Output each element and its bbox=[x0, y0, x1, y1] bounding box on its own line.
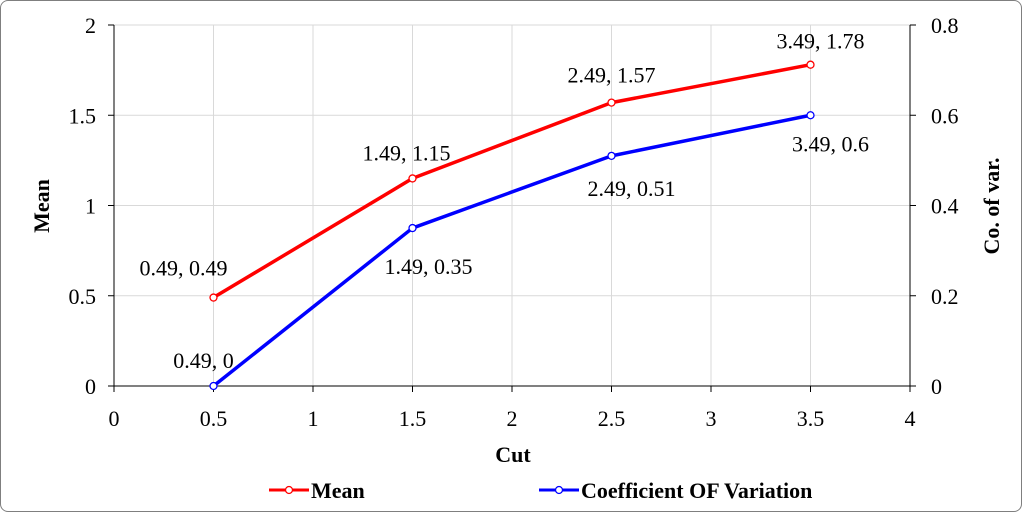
axes bbox=[108, 24, 916, 392]
series-line-mean bbox=[212, 62, 811, 300]
x-axis-title: Cut bbox=[495, 442, 531, 467]
x-tick-label-1: 0.5 bbox=[200, 406, 228, 431]
legend-item-mean: Mean bbox=[269, 478, 365, 503]
x-tick-label-2: 1 bbox=[308, 406, 319, 431]
point-cov-1 bbox=[408, 223, 417, 233]
point-cov-0 bbox=[209, 381, 218, 391]
y-axis-title: Mean bbox=[29, 179, 54, 233]
data-label-cov-2: 2.49, 0.51 bbox=[588, 176, 676, 201]
series-layer bbox=[209, 60, 815, 391]
y2-tick-label-3: 0.6 bbox=[931, 103, 959, 128]
y2-tick-label-0: 0 bbox=[931, 374, 942, 399]
data-label-cov-3: 3.49, 0.6 bbox=[792, 131, 869, 156]
point-mean-3 bbox=[806, 60, 815, 69]
legend-label-cov: Coefficient OF Variation bbox=[581, 478, 812, 503]
y-tick-label-3: 1.5 bbox=[69, 103, 97, 128]
data-labels: 0.49, 0.49 1.49, 1.15 2.49, 1.57 3.49, 1.78… bbox=[140, 29, 870, 373]
data-label-cov-0: 0.49, 0 bbox=[173, 348, 234, 373]
data-label-cov-1: 1.49, 0.35 bbox=[385, 254, 473, 279]
point-mean-0 bbox=[209, 293, 218, 302]
legend: Mean Coefficient OF Variation bbox=[269, 478, 812, 503]
x-tick-label-7: 3.5 bbox=[797, 406, 825, 431]
point-cov-2 bbox=[607, 151, 616, 161]
y2-tick-label-2: 0.4 bbox=[931, 194, 959, 219]
y-tick-label-2: 1 bbox=[85, 194, 96, 219]
point-mean-1 bbox=[408, 174, 417, 183]
x-tick-label-5: 2.5 bbox=[598, 406, 626, 431]
x-tick-label-6: 3 bbox=[706, 406, 717, 431]
data-label-mean-2: 2.49, 1.57 bbox=[568, 63, 656, 88]
x-tick-label-0: 0 bbox=[109, 406, 120, 431]
y2-tick-label-4: 0.8 bbox=[931, 13, 959, 38]
y-tick-label-4: 2 bbox=[85, 13, 96, 38]
y2-tick-label-1: 0.2 bbox=[931, 284, 959, 309]
point-mean-2 bbox=[607, 98, 616, 107]
x-tick-label-4: 2 bbox=[507, 406, 518, 431]
y-tick-label-0: 0 bbox=[85, 374, 96, 399]
grid bbox=[113, 24, 911, 387]
x-tick-label-3: 1.5 bbox=[399, 406, 427, 431]
x-tick-label-8: 4 bbox=[905, 406, 916, 431]
data-label-mean-3: 3.49, 1.78 bbox=[777, 29, 865, 54]
data-label-mean-0: 0.49, 0.49 bbox=[140, 256, 228, 281]
y-tick-label-1: 0.5 bbox=[69, 284, 97, 309]
legend-label-mean: Mean bbox=[311, 478, 365, 503]
point-cov-3 bbox=[806, 111, 815, 120]
data-label-mean-1: 1.49, 1.15 bbox=[363, 140, 451, 165]
series-line-cov bbox=[212, 113, 811, 388]
legend-marker-mean bbox=[284, 485, 294, 495]
y2-axis-title: Co. of var. bbox=[979, 158, 1004, 255]
legend-item-cov: Coefficient OF Variation bbox=[539, 478, 812, 503]
legend-marker-cov bbox=[554, 485, 564, 495]
